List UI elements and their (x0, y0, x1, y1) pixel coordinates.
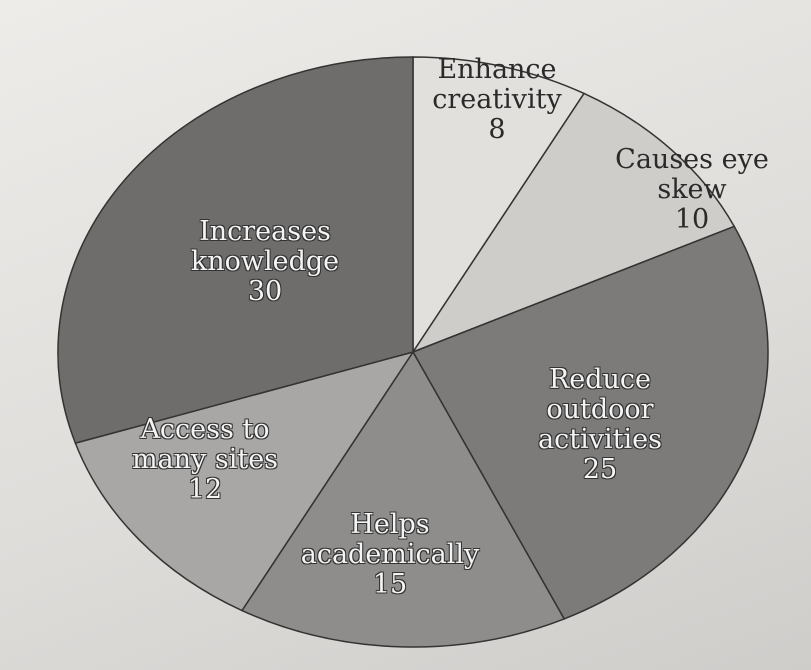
pie-slice (411, 225, 769, 620)
slice-label: Enhance creativity 8 (407, 55, 587, 145)
slice-name: Access to many sites (131, 414, 279, 475)
pie-slice (240, 350, 566, 648)
slice-value: 10 (674, 204, 710, 235)
slice-label: Causes eye skew 10 (592, 145, 792, 235)
slice-value: 12 (187, 474, 223, 505)
slice-label: Access to many sites 12 (125, 415, 285, 505)
slice-label: Increases knowledge 30 (155, 217, 375, 307)
slice-name: Increases knowledge (190, 216, 340, 277)
slice-name: Enhance creativity (432, 54, 562, 115)
pie-slice (411, 92, 736, 354)
slice-value: 8 (488, 114, 506, 145)
slice-value: 30 (247, 276, 283, 307)
pie-slice (74, 350, 415, 612)
slice-value: 25 (582, 454, 618, 485)
slice-name: Reduce outdoor activities (538, 364, 662, 455)
slice-name: Causes eye skew (615, 144, 769, 205)
pie-slice (57, 56, 414, 445)
slice-label: Helps academically 15 (270, 510, 510, 600)
slice-value: 15 (372, 569, 408, 600)
slice-name: Helps academically (300, 509, 480, 570)
slice-label: Reduce outdoor activities 25 (500, 365, 700, 485)
pie-slice (412, 56, 586, 355)
